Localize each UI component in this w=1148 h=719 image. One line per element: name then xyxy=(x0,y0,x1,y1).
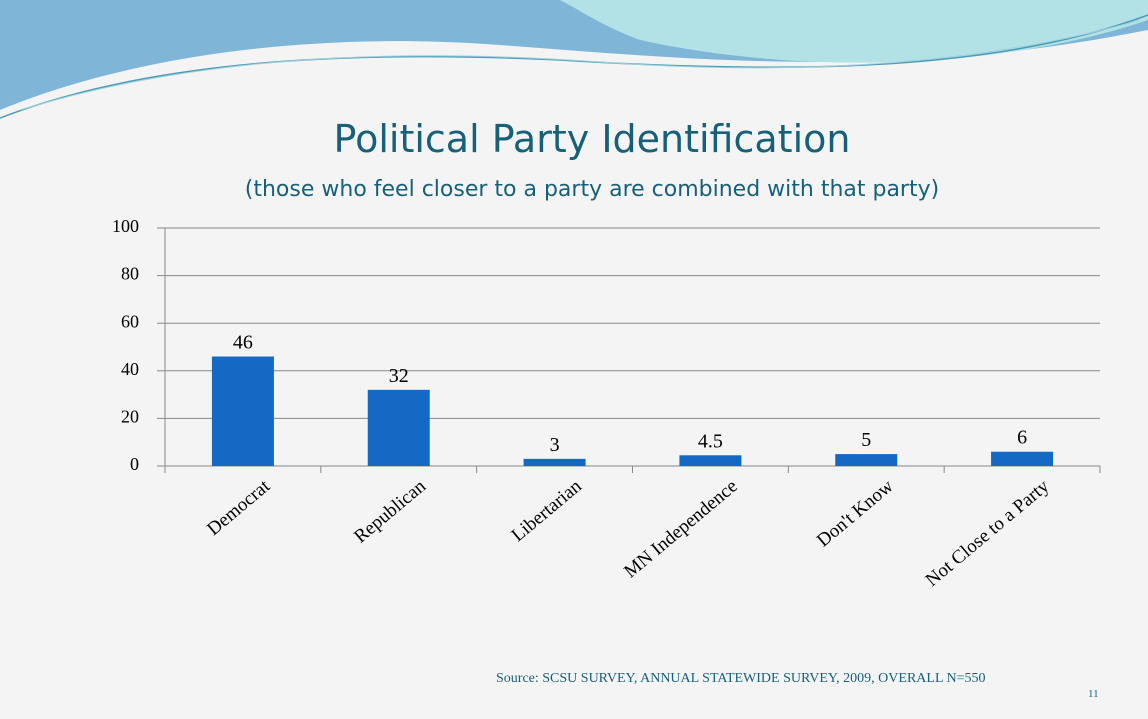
data-label: 5 xyxy=(861,429,871,451)
source-note: Source: SCSU SURVEY, ANNUAL STATEWIDE SU… xyxy=(496,671,986,686)
bar xyxy=(679,455,742,466)
data-label: 4.5 xyxy=(698,430,723,452)
y-tick-label: 100 xyxy=(112,216,139,236)
bar xyxy=(367,389,430,466)
data-label: 3 xyxy=(550,434,560,456)
data-label: 46 xyxy=(233,332,253,354)
data-label: 6 xyxy=(1017,427,1027,449)
x-tick-label: Not Close to a Party xyxy=(922,475,1054,590)
y-tick-label: 40 xyxy=(121,359,139,379)
bar xyxy=(211,356,274,466)
x-tick-label: Democrat xyxy=(203,475,274,540)
x-tick-label: MN Independence xyxy=(620,476,741,583)
bar xyxy=(991,451,1054,466)
bar xyxy=(523,458,586,466)
page-number: 11 xyxy=(1088,688,1099,700)
y-tick-label: 0 xyxy=(130,454,139,474)
x-tick-label: Libertarian xyxy=(508,475,587,546)
header-decoration xyxy=(0,0,1148,119)
bar xyxy=(835,454,898,466)
y-tick-label: 60 xyxy=(121,311,139,331)
chart-subtitle: (those who feel closer to a party are co… xyxy=(245,177,939,202)
x-tick-label: Republican xyxy=(350,475,430,547)
y-tick-label: 20 xyxy=(121,407,139,427)
y-tick-label: 80 xyxy=(121,264,139,284)
chart-title: Political Party Identification xyxy=(334,117,851,161)
x-tick-label: Don't Know xyxy=(813,476,898,552)
data-label: 32 xyxy=(389,365,409,387)
